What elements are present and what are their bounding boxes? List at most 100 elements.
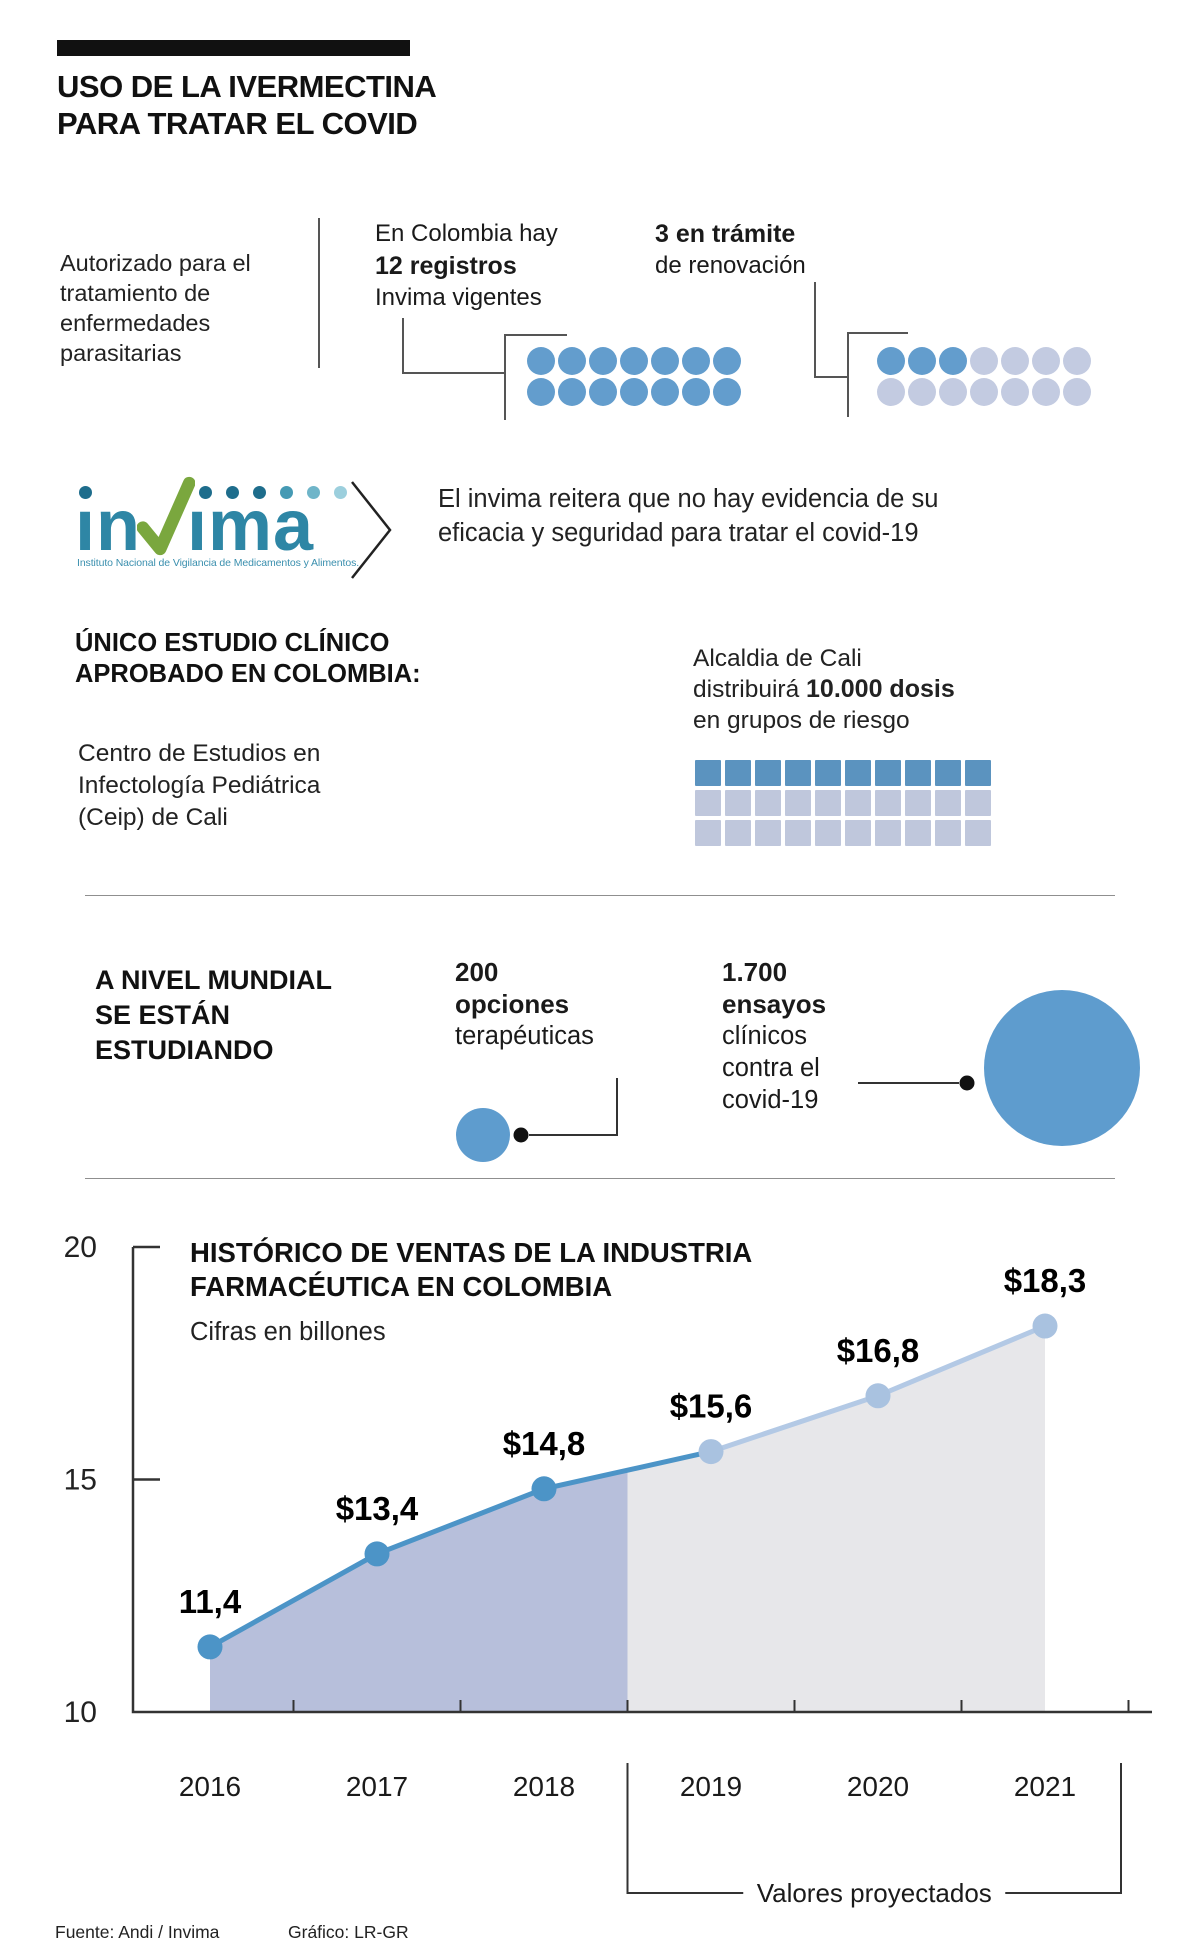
estudio-body-line3: (Ceip) de Cali bbox=[78, 804, 228, 831]
pictogram-square bbox=[845, 820, 871, 846]
pictogram-square bbox=[755, 820, 781, 846]
pictogram-dot bbox=[527, 347, 555, 375]
page-title: USO DE LA IVERMECTINA PARA TRATAR EL COV… bbox=[57, 68, 437, 142]
pictogram-square bbox=[905, 790, 931, 816]
pictogram-square bbox=[725, 820, 751, 846]
invima-logo-dot bbox=[307, 486, 320, 499]
ensayos-line4: contra el bbox=[722, 1054, 820, 1082]
invima-logo-dot bbox=[199, 486, 212, 499]
invima-wordmark-suffix: ıma bbox=[186, 486, 315, 566]
estudio-body-line2: Infectología Pediátrica bbox=[78, 772, 321, 799]
opciones-connector-line bbox=[529, 1078, 618, 1136]
page-title-line1: USO DE LA IVERMECTINA bbox=[57, 69, 437, 104]
ensayos-pictogram bbox=[858, 990, 1140, 1146]
data-label: $13,4 bbox=[336, 1490, 419, 1527]
mundial-heading-line3: ESTUDIANDO bbox=[95, 1035, 274, 1065]
x-axis-label: 2021 bbox=[1014, 1771, 1076, 1802]
registros-block: En Colombia hay 12 registros Invima vige… bbox=[375, 218, 558, 314]
estudio-heading-line1: ÚNICO ESTUDIO CLÍNICO bbox=[75, 629, 390, 657]
pictogram-dot bbox=[970, 378, 998, 406]
dosis-square-grid bbox=[695, 760, 991, 846]
pictogram-dot bbox=[558, 378, 586, 406]
line-actual bbox=[208, 1449, 712, 1650]
mundial-heading-line2: SE ESTÁN bbox=[95, 1000, 231, 1030]
pictogram-dot bbox=[939, 347, 967, 375]
invima-logo-dot bbox=[79, 486, 92, 499]
pictogram-square bbox=[875, 790, 901, 816]
area-projected bbox=[627, 1326, 1045, 1712]
pictogram-dot bbox=[620, 378, 648, 406]
opciones-circle bbox=[456, 1108, 510, 1162]
estudio-heading-line2: APROBADO EN COLOMBIA: bbox=[75, 660, 421, 688]
page-title-line2: PARA TRATAR EL COVID bbox=[57, 106, 418, 141]
graphic-credit: Gráfico: LR-GR bbox=[288, 1922, 409, 1942]
registros-suffix: Invima vigentes bbox=[375, 284, 542, 311]
section-divider bbox=[85, 1178, 1115, 1179]
pictogram-square bbox=[755, 790, 781, 816]
chevron-right-icon bbox=[351, 481, 392, 579]
pictogram-dot bbox=[1001, 347, 1029, 375]
invima-wordmark: ın ıma bbox=[75, 474, 314, 566]
invima-statement-line1: El invima reitera que no hay evidencia d… bbox=[438, 485, 939, 513]
pictogram-dot bbox=[589, 347, 617, 375]
pictogram-dot bbox=[908, 347, 936, 375]
tramite-dot-grid bbox=[877, 347, 1091, 406]
invima-statement-line2: eficacia y seguridad para tratar el covi… bbox=[438, 519, 919, 547]
projected-bracket-left bbox=[626, 1763, 744, 1894]
cali-line3: en grupos de riesgo bbox=[693, 707, 910, 734]
vertical-divider bbox=[318, 218, 320, 368]
data-label: $14,8 bbox=[503, 1425, 586, 1462]
pictogram-square bbox=[965, 790, 991, 816]
opciones-value: 200 bbox=[455, 957, 499, 987]
pictogram-square bbox=[695, 790, 721, 816]
data-marker bbox=[1032, 1313, 1058, 1339]
mundial-heading: A NIVEL MUNDIAL SE ESTÁN ESTUDIANDO bbox=[95, 963, 332, 1068]
pictogram-square bbox=[785, 790, 811, 816]
registros-dot-grid bbox=[527, 347, 741, 406]
invima-logo: ın ıma Instituto Nacional de Vigilancia d… bbox=[75, 458, 375, 572]
data-marker bbox=[531, 1476, 557, 1502]
invima-logo-dot bbox=[253, 486, 266, 499]
pictogram-square bbox=[815, 790, 841, 816]
data-label: $18,3 bbox=[1004, 1262, 1087, 1299]
ensayos-bold: ensayos bbox=[722, 989, 827, 1019]
data-marker bbox=[364, 1541, 390, 1567]
x-axis-label: 2020 bbox=[847, 1771, 909, 1802]
pictogram-square bbox=[785, 820, 811, 846]
data-label: $15,6 bbox=[670, 1388, 753, 1425]
projected-bracket-right bbox=[1005, 1763, 1122, 1894]
estudio-heading: ÚNICO ESTUDIO CLÍNICO APROBADO EN COLOMB… bbox=[75, 628, 421, 690]
x-axis-label: 2017 bbox=[346, 1771, 408, 1802]
pictogram-square bbox=[815, 760, 841, 786]
invima-wordmark-prefix: ın bbox=[75, 486, 141, 566]
title-accent-bar bbox=[57, 40, 410, 56]
cali-block: Alcaldia de Cali distribuirá 10.000 dosi… bbox=[693, 643, 955, 736]
projected-note: Valores proyectados bbox=[757, 1878, 992, 1908]
invima-logo-dot bbox=[226, 486, 239, 499]
pictogram-dot bbox=[939, 378, 967, 406]
invima-tagline: Instituto Nacional de Vigilancia de Medi… bbox=[77, 557, 360, 569]
invima-logo-dot bbox=[280, 486, 293, 499]
data-marker bbox=[865, 1383, 891, 1409]
chart-title-line2: FARMACÉUTICA EN COLOMBIA bbox=[190, 1271, 613, 1302]
invima-logo-dot bbox=[334, 486, 347, 499]
pictogram-square bbox=[755, 760, 781, 786]
pictogram-dot bbox=[651, 347, 679, 375]
x-axis-label: 2019 bbox=[680, 1771, 742, 1802]
line-projected bbox=[710, 1323, 1046, 1454]
opciones-pictogram bbox=[456, 1078, 618, 1162]
ensayos-circle bbox=[984, 990, 1140, 1146]
pictogram-dot bbox=[713, 347, 741, 375]
pictogram-square bbox=[815, 820, 841, 846]
estudio-body: Centro de Estudios en Infectología Pediá… bbox=[78, 738, 320, 834]
pictogram-square bbox=[905, 820, 931, 846]
pictogram-square bbox=[905, 760, 931, 786]
pictogram-dot bbox=[1032, 347, 1060, 375]
tramite-count: 3 en trámite bbox=[655, 220, 796, 248]
pictogram-dot bbox=[682, 347, 710, 375]
ensayos-value: 1.700 bbox=[722, 957, 788, 987]
estudio-body-line1: Centro de Estudios en bbox=[78, 740, 321, 767]
pictogram-dot bbox=[651, 378, 679, 406]
axes bbox=[131, 1247, 1152, 1714]
